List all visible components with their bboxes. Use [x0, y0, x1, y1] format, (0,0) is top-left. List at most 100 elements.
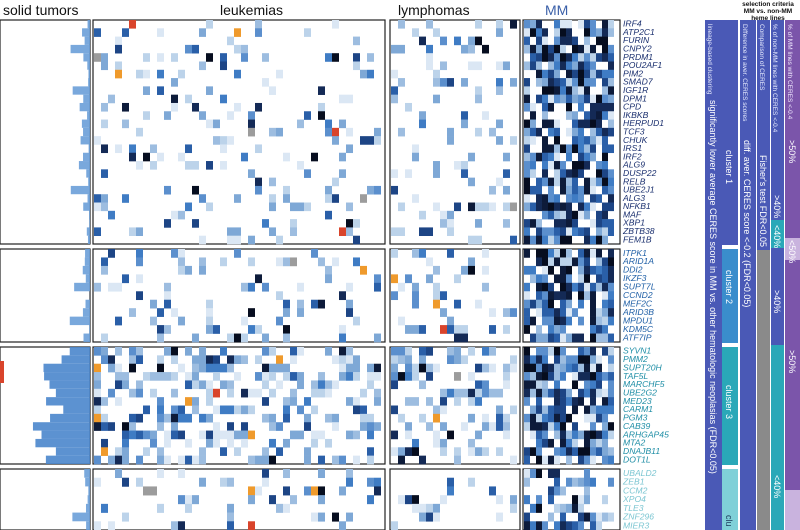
heat-cell	[510, 455, 517, 465]
heat-cell	[548, 257, 554, 267]
panel-leuk-cluster-1	[92, 19, 386, 245]
heat-cell	[584, 347, 590, 356]
heat-cell	[367, 495, 374, 505]
heat-cell	[584, 495, 590, 505]
gene-label: ZNF296	[622, 512, 654, 522]
heat-cell	[530, 503, 536, 513]
heat-cell	[101, 265, 108, 275]
gene-label: PRDM1	[623, 52, 653, 62]
heat-cell	[374, 127, 381, 137]
heat-cell	[426, 372, 433, 381]
mm-gt50-label: >50%	[787, 140, 797, 163]
heat-cell	[560, 521, 566, 530]
heat-cell	[353, 316, 360, 326]
heat-cell	[199, 363, 206, 373]
heat-cell	[536, 447, 542, 456]
heat-cell	[101, 169, 108, 178]
heat-cell	[290, 430, 297, 440]
heat-cell	[199, 194, 206, 203]
heat-cell	[468, 265, 475, 275]
heat-cell	[339, 119, 346, 129]
heat-cell	[602, 152, 608, 162]
heat-cell	[227, 355, 234, 365]
heat-cell	[475, 202, 482, 212]
heat-cell	[602, 161, 608, 170]
heat-cell	[269, 372, 276, 381]
annot-col2-label: diff. aver. CERES score <-0.2 (FDR<0.05)	[742, 140, 752, 307]
heat-cell	[304, 486, 311, 496]
mm-pct-band-low-2	[785, 490, 800, 530]
heat-cell	[524, 422, 530, 431]
heat-cell	[554, 136, 560, 145]
heat-cell	[367, 413, 374, 423]
heat-cell	[206, 413, 213, 423]
heat-cell	[524, 127, 530, 137]
heat-cell	[454, 355, 461, 365]
heat-cell	[596, 249, 602, 258]
heat-cell	[241, 282, 248, 292]
heat-cell	[602, 291, 608, 301]
heat-cell	[391, 430, 398, 440]
heat-cell	[115, 372, 122, 381]
heat-cell	[276, 422, 283, 431]
heat-cell	[596, 94, 602, 104]
heat-cell	[590, 333, 596, 343]
heat-cell	[360, 405, 367, 415]
heat-cell	[433, 265, 440, 275]
panel-solid-cluster-3	[0, 346, 91, 465]
heat-cell	[199, 430, 206, 440]
annot-col-lineage	[705, 20, 722, 530]
heat-cell	[554, 127, 560, 137]
heat-cell	[454, 274, 461, 284]
heat-cell	[440, 422, 447, 431]
heat-cell	[608, 397, 614, 406]
heat-cell	[578, 210, 584, 220]
nonmm-pct-band-low	[771, 220, 784, 248]
gene-label: IKBKB	[623, 110, 649, 120]
heat-cell	[542, 372, 548, 381]
heat-cell	[590, 202, 596, 212]
density-bar	[84, 257, 90, 266]
mm-pct-band-low	[785, 238, 800, 260]
heat-cell	[578, 291, 584, 301]
heat-cell	[608, 257, 614, 267]
cluster-1-label: cluster 1	[724, 150, 734, 184]
heat-cell	[304, 413, 311, 423]
heat-cell	[566, 333, 572, 343]
heat-cell	[602, 333, 608, 343]
heat-cell	[412, 249, 419, 258]
nonmm-lt40-label: <40%	[772, 225, 782, 248]
heat-cell	[475, 363, 482, 373]
heat-cell	[524, 282, 530, 292]
heat-cell	[398, 20, 405, 29]
heat-cell	[283, 413, 290, 423]
heat-cell	[602, 227, 608, 237]
heat-cell	[596, 28, 602, 37]
heat-cell	[241, 388, 248, 398]
heat-cell	[122, 455, 129, 465]
gene-label: ZBTB38	[622, 226, 655, 236]
heat-cell	[318, 430, 325, 440]
heat-cell	[318, 512, 325, 522]
heat-cell	[590, 299, 596, 309]
heat-cell	[542, 44, 548, 54]
heat-cell	[171, 388, 178, 398]
heat-cell	[255, 372, 262, 381]
panel-lymph-cluster-1	[389, 19, 521, 245]
heat-cell	[489, 388, 496, 398]
heat-cell	[510, 405, 517, 415]
heat-cell	[524, 308, 530, 317]
heat-cell	[596, 69, 602, 79]
heat-cell	[554, 94, 560, 104]
heat-cell	[468, 477, 475, 487]
heat-cell	[608, 316, 614, 326]
gene-label: IRF2	[623, 151, 642, 161]
heat-cell	[566, 265, 572, 275]
heat-cell	[447, 355, 454, 365]
heat-cell	[276, 257, 283, 267]
heat-cell	[136, 127, 143, 137]
heat-cell	[566, 308, 572, 317]
density-bar	[85, 299, 90, 309]
gene-label: CAB39	[623, 421, 650, 431]
